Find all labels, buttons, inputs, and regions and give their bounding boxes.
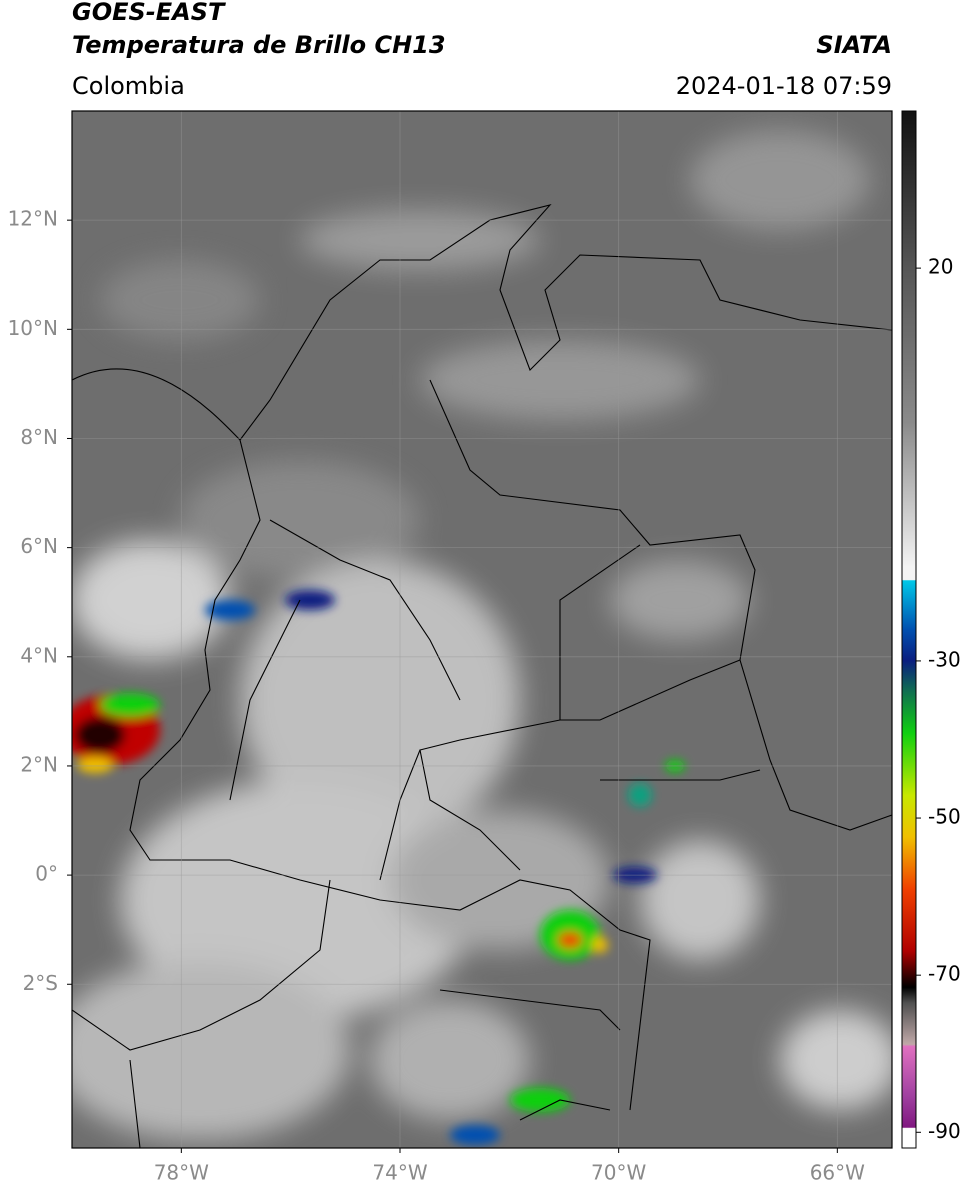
source: SIATA <box>816 31 892 59</box>
y-tick-label: 4°N <box>20 643 58 667</box>
y-tick-label: 0° <box>35 862 58 886</box>
title-line2: Temperatura de Brillo CH13 <box>72 31 446 59</box>
y-tick-label: 2°S <box>23 971 58 995</box>
timestamp: 2024-01-18 07:59 <box>676 72 892 100</box>
colorbar-tick-label: -90 <box>928 1119 961 1143</box>
y-tick-label: 6°N <box>20 534 58 558</box>
region: Colombia <box>72 72 185 100</box>
x-tick-label: 66°W <box>810 1161 865 1185</box>
colorbar <box>901 110 917 1149</box>
x-tick-label: 74°W <box>372 1161 427 1185</box>
y-tick-label: 2°N <box>20 752 58 776</box>
colorbar-tick-label: -70 <box>928 962 961 986</box>
colorbar-tick-label: -30 <box>928 647 961 671</box>
title-line1: GOES-EAST <box>72 0 226 26</box>
graticule <box>67 111 892 1153</box>
colorbar-tick-label: -50 <box>928 805 961 829</box>
x-tick-label: 78°W <box>154 1161 209 1185</box>
satellite-image <box>72 111 892 1148</box>
y-tick-label: 10°N <box>8 316 58 340</box>
x-tick-label: 70°W <box>591 1161 646 1185</box>
y-tick-label: 12°N <box>8 207 58 231</box>
colorbar-tick-label: 20 <box>928 255 953 279</box>
map-frame <box>71 110 893 1149</box>
y-tick-label: 8°N <box>20 425 58 449</box>
